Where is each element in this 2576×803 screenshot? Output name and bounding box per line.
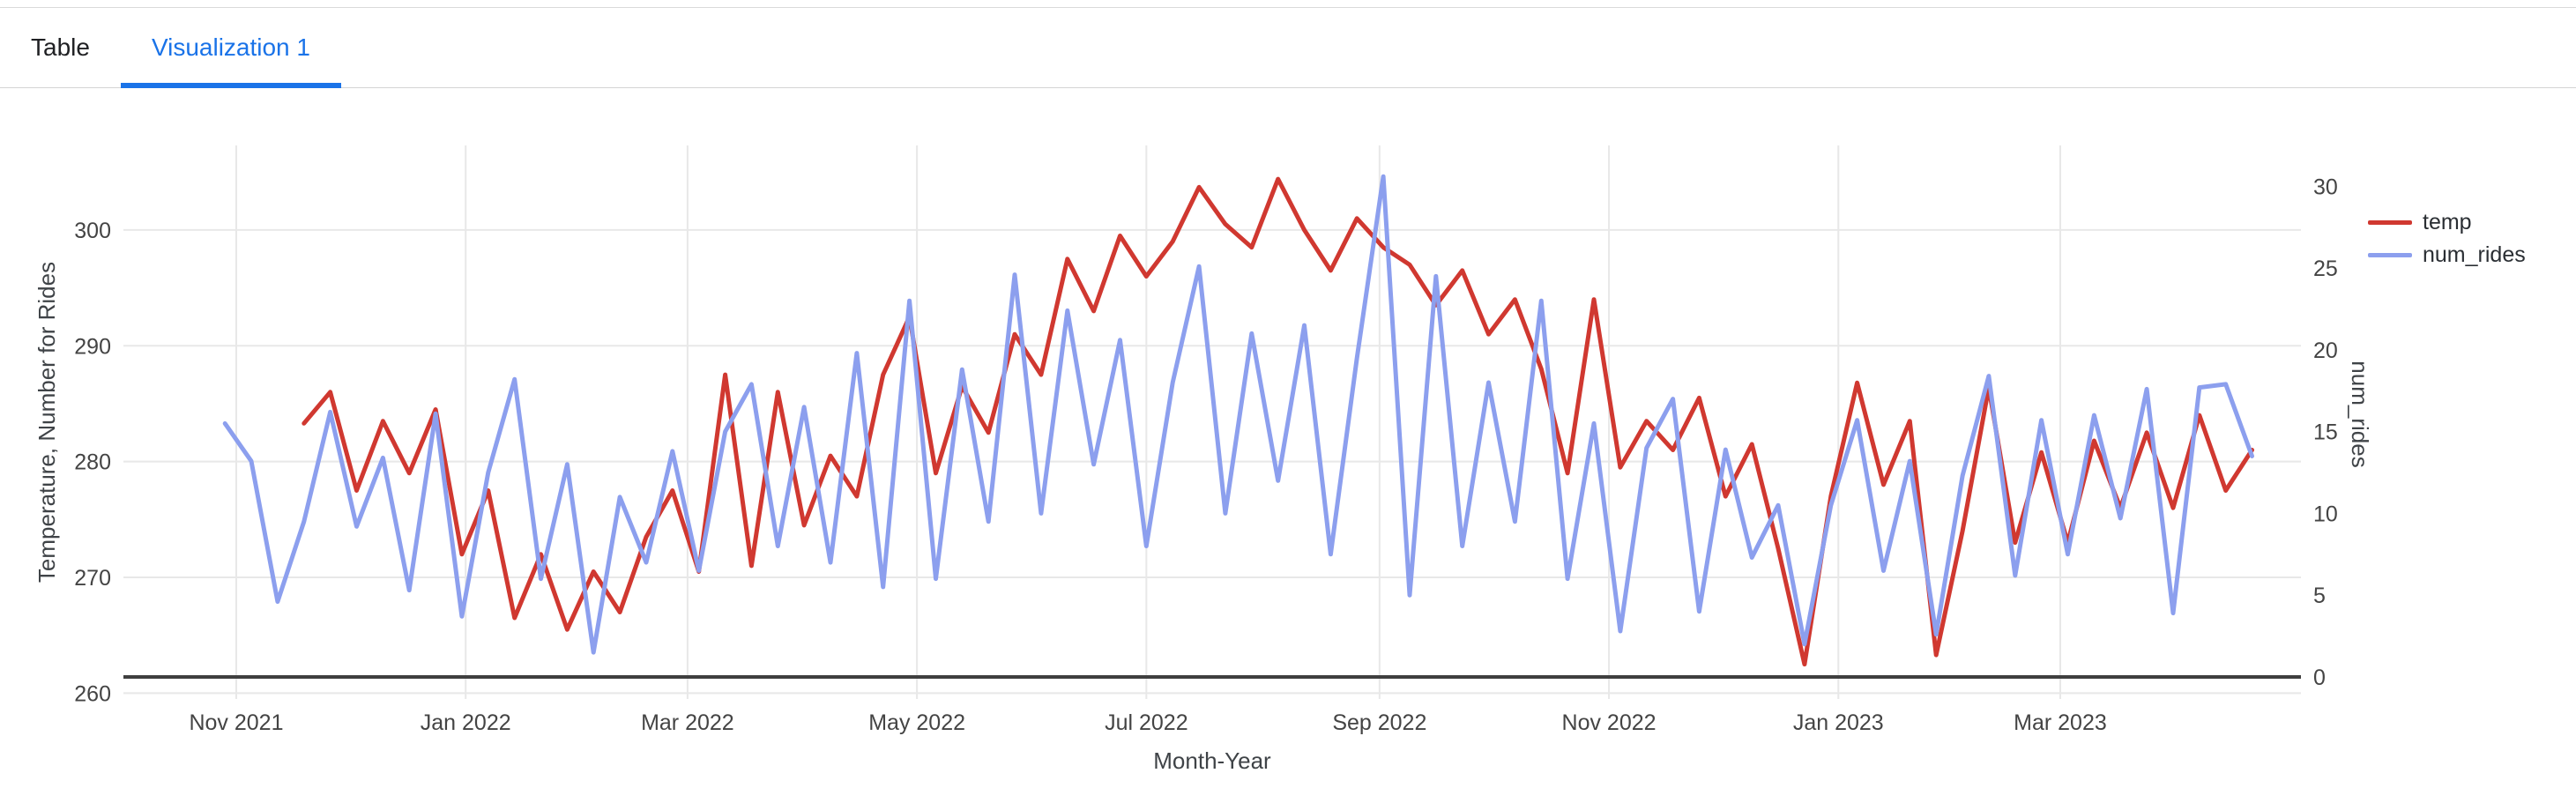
- tab-table-label: Table: [31, 33, 90, 61]
- tick-label: 20: [2313, 338, 2338, 363]
- tick-label: 30: [2313, 175, 2338, 199]
- num-rides-line-swatch: [2368, 253, 2412, 257]
- plot-area[interactable]: 260 270 280 290 300 0 5 10 15 20 25 30 Nov 2021 Jan 2…: [0, 88, 2576, 799]
- tick-label: May 2022: [868, 710, 965, 735]
- axis-tick-labels: 260 270 280 290 300 0 5 10 15 20 25 30 Nov 2021 Jan 2…: [74, 175, 2338, 735]
- tab-visualization-1[interactable]: Visualization 1: [120, 8, 341, 88]
- tick-label: Jan 2022: [421, 710, 511, 735]
- gridlines: [123, 145, 2301, 699]
- legend-item-temp[interactable]: temp: [2368, 212, 2526, 234]
- chart-legend: temp num_rides: [2368, 212, 2526, 266]
- tick-label: 290: [74, 334, 111, 359]
- tick-label: Jan 2023: [1793, 710, 1884, 735]
- tick-label: 260: [74, 681, 111, 706]
- tab-bar: Table Visualization 1: [0, 7, 2576, 88]
- tick-label: 300: [74, 219, 111, 243]
- tick-label: 25: [2313, 257, 2338, 281]
- tick-label: Mar 2023: [2014, 710, 2107, 735]
- series-line-num_rides[interactable]: [222, 174, 2254, 655]
- tab-table[interactable]: Table: [0, 8, 121, 87]
- tick-label: 280: [74, 450, 111, 475]
- tick-label: Sep 2022: [1332, 710, 1426, 735]
- temp-line-swatch: [2368, 220, 2412, 225]
- series-line-temp[interactable]: [302, 176, 2254, 667]
- line-chart: 260 270 280 290 300 0 5 10 15 20 25 30 Nov 2021 Jan 2…: [0, 88, 2576, 799]
- active-tab-indicator: [120, 83, 341, 88]
- legend-label-num-rides: num_rides: [2423, 242, 2526, 267]
- tick-label: 0: [2313, 665, 2326, 690]
- tick-label: 15: [2313, 420, 2338, 445]
- y-axis-left-title: Temperature, Number for Rides: [34, 262, 60, 583]
- legend-label-temp: temp: [2423, 210, 2472, 234]
- tick-label: Mar 2022: [641, 710, 734, 735]
- tick-label: Nov 2021: [189, 710, 283, 735]
- tick-label: Nov 2022: [1562, 710, 1657, 735]
- x-axis-title: Month-Year: [1153, 747, 1271, 774]
- data-series: [222, 174, 2254, 667]
- tab-visualization-1-label: Visualization 1: [151, 33, 310, 61]
- tick-label: 270: [74, 566, 111, 591]
- y-axis-right-title: num_rides: [2347, 361, 2373, 467]
- legend-item-num-rides[interactable]: num_rides: [2368, 244, 2526, 266]
- tick-label: 5: [2313, 584, 2326, 608]
- tick-label: Jul 2022: [1105, 710, 1188, 735]
- tick-label: 10: [2313, 502, 2338, 526]
